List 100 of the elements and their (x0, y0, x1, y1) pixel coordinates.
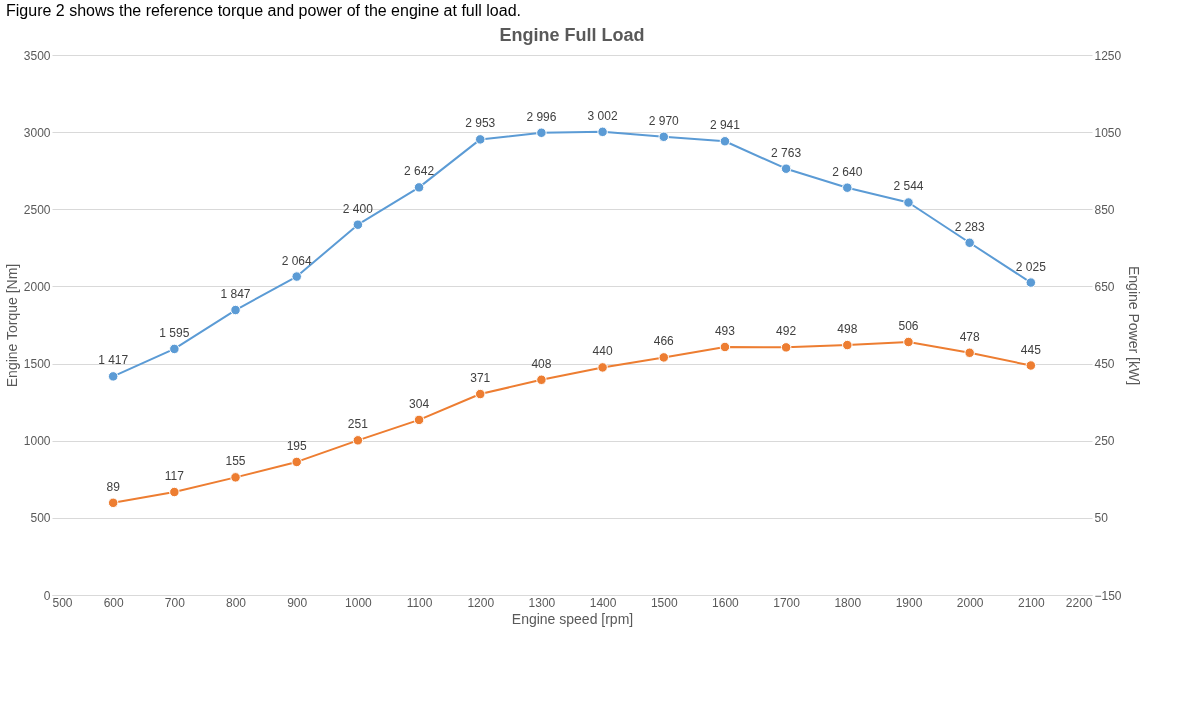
x-tick-label: 800 (226, 595, 247, 610)
x-tick-label: 700 (164, 595, 186, 610)
point (291, 271, 302, 282)
y-tick-label: 1000 (23, 434, 51, 449)
data-label: 2 970 (648, 113, 680, 128)
point (169, 486, 180, 498)
y2-tick-label: 850 (1094, 202, 1115, 217)
x-tick-label: 1500 (650, 595, 678, 610)
point (230, 304, 241, 316)
y2-tick-label: 50 (1094, 511, 1109, 526)
data-label: 2 064 (281, 253, 313, 268)
point (1025, 360, 1037, 371)
x-tick-label: 500 (52, 595, 73, 610)
data-label: 466 (653, 334, 675, 349)
point (413, 414, 425, 426)
point (107, 371, 119, 382)
data-label: 492 (776, 324, 797, 339)
data-label: 3 002 (587, 108, 618, 123)
point (903, 336, 914, 348)
point (291, 456, 302, 468)
point (780, 342, 792, 353)
point (107, 497, 119, 509)
point (536, 374, 547, 386)
point (658, 131, 670, 143)
y2-tick-label: 450 (1094, 357, 1115, 372)
data-label: 2 025 (1015, 259, 1047, 274)
data-label: 1 417 (98, 353, 129, 368)
data-label: 2 996 (526, 109, 557, 124)
data-label: 493 (714, 323, 736, 338)
x-tick-label: 1100 (406, 595, 433, 610)
data-label: 251 (347, 417, 369, 432)
point (780, 163, 792, 174)
data-label: 2 400 (342, 201, 374, 216)
point (719, 341, 731, 353)
point (842, 339, 853, 351)
point (352, 435, 364, 446)
y-tick-label: 500 (30, 511, 51, 526)
point (474, 388, 486, 400)
data-label: 478 (959, 329, 980, 344)
y-tick-label: 3000 (23, 125, 51, 140)
point (964, 237, 975, 248)
data-label: 195 (286, 438, 308, 453)
y2-tick-label: 1050 (1094, 125, 1122, 140)
data-label: 506 (898, 318, 919, 333)
point (597, 362, 608, 373)
point (658, 352, 670, 363)
x-tick-label: 2000 (956, 595, 984, 610)
chart-title: Engine Full Load (499, 25, 645, 45)
point (413, 182, 425, 193)
y2-tick-label: 250 (1094, 434, 1115, 449)
x-tick-label: 1700 (773, 595, 801, 610)
point (1025, 277, 1037, 288)
point (597, 126, 608, 138)
data-label: 2 642 (404, 164, 435, 179)
data-label: 371 (470, 371, 491, 386)
data-label: 440 (592, 344, 613, 359)
x-tick-label: 1900 (895, 595, 923, 610)
x-tick-label: 1800 (834, 595, 862, 610)
y-tick-label: 2000 (23, 279, 51, 294)
data-label: 155 (225, 454, 246, 469)
x-tick-label: 1000 (345, 595, 373, 610)
y2-axis-title: Engine Power [kW] (1125, 265, 1142, 386)
x-tick-label: 1200 (467, 595, 495, 610)
data-label: 117 (164, 469, 185, 484)
data-label: 2 640 (832, 164, 863, 179)
y-tick-label: 2500 (23, 202, 51, 217)
point (964, 347, 975, 359)
y2-tick-label: −150 (1094, 588, 1122, 603)
point (842, 182, 853, 193)
point (230, 472, 241, 483)
x-tick-label: 600 (103, 595, 125, 610)
data-label: 1 595 (159, 325, 190, 340)
point (536, 127, 547, 138)
y-axis-title: Engine Torque [Nm] (3, 263, 20, 388)
caption: Figure 2 shows the reference torque and power of the engine at full load. (5, 1, 522, 21)
data-label: 89 (106, 479, 121, 494)
x-tick-label: 1300 (528, 595, 556, 610)
x-axis-title: Engine speed [rpm] (511, 610, 634, 627)
data-label: 2 953 (465, 116, 496, 131)
point (719, 136, 731, 147)
x-tick-label: 1400 (589, 595, 617, 610)
point (352, 219, 364, 230)
data-label: 2 941 (709, 118, 741, 133)
point (903, 197, 914, 208)
x-tick-label: 2100 (1017, 595, 1045, 610)
x-tick-label: 2200 (1065, 595, 1093, 610)
data-label: 304 (409, 396, 430, 411)
data-label: 408 (531, 356, 552, 371)
x-tick-label: 1600 (712, 595, 740, 610)
y-tick-label: 3500 (23, 48, 51, 63)
data-label: 498 (837, 322, 858, 337)
y-tick-label: 0 (43, 588, 51, 603)
point (474, 134, 486, 145)
y2-tick-label: 650 (1094, 279, 1115, 294)
point (169, 343, 180, 355)
data-label: 1 847 (220, 287, 251, 302)
x-tick-label: 900 (287, 595, 308, 610)
y2-tick-label: 1250 (1094, 48, 1122, 63)
data-label: 445 (1020, 342, 1042, 357)
data-label: 2 283 (954, 219, 985, 234)
